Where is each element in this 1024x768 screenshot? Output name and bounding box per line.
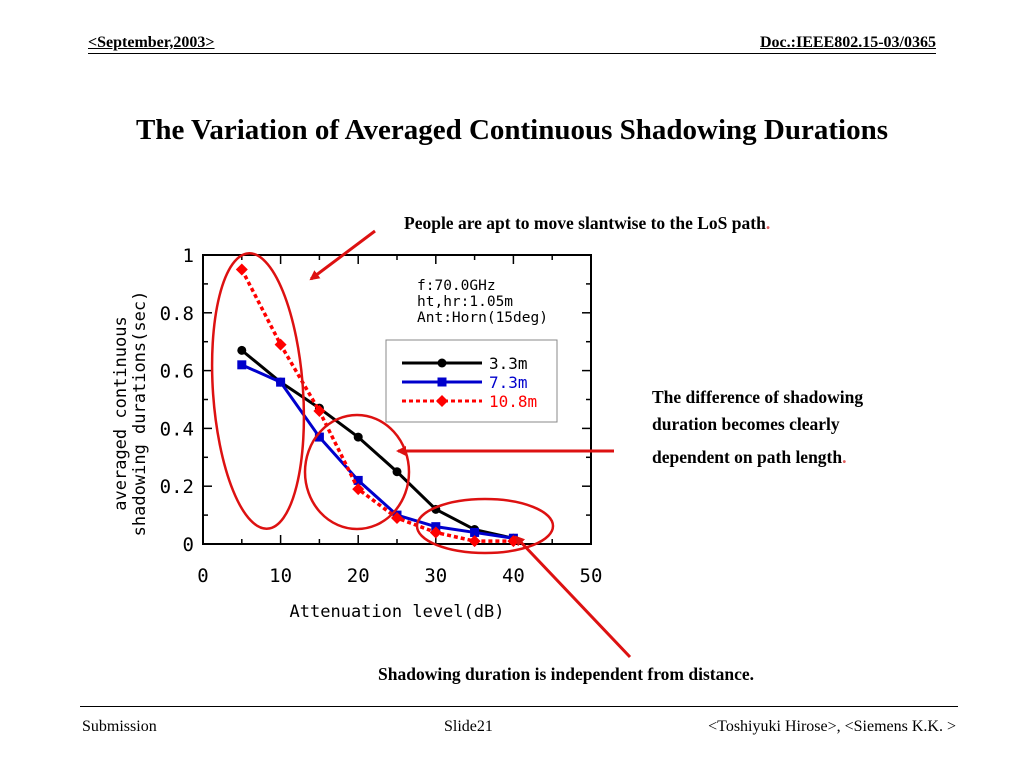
series-line	[240, 268, 514, 543]
note-slantwise-text: People are apt to move slantwise to the …	[404, 213, 766, 233]
point-marker	[237, 360, 247, 370]
point-marker	[470, 527, 480, 537]
header-rule	[88, 53, 936, 54]
note-difference-line-2: duration becomes clearly	[652, 414, 840, 435]
note-difference-line-3-wrap: dependent on path length.	[652, 444, 952, 471]
note-slantwise-period: .	[765, 213, 771, 233]
x-tick-label: 0	[197, 565, 208, 587]
footer-slide-number: Slide21	[444, 718, 493, 735]
point-marker	[314, 432, 324, 442]
y-axis-label-line-1: averaged continuous	[111, 316, 131, 510]
series-line	[240, 349, 514, 540]
header-date: <September,2003>	[88, 34, 215, 51]
note-difference: The difference of shadowing duration bec…	[652, 384, 952, 471]
ellipse-low-attenuation	[210, 252, 306, 530]
y-tick-label: 0.8	[160, 303, 194, 325]
arrow-independent	[514, 535, 632, 659]
point-marker	[313, 405, 326, 418]
y-axis-label-line-2: shadowing durations(sec)	[130, 291, 150, 537]
x-tick-label: 20	[347, 565, 370, 587]
point-marker	[353, 475, 363, 485]
y-tick-label: 1	[183, 245, 194, 267]
x-tick-label: 50	[580, 565, 603, 587]
y-tick-label: 0.2	[160, 476, 194, 498]
note-difference-line-1: The difference of shadowing	[652, 387, 864, 407]
plot-frame	[202, 254, 592, 545]
footer-author: <Toshiyuki Hirose>, <Siemens K.K. >	[708, 718, 956, 735]
info-line: Ant:Horn(15deg)	[417, 310, 548, 326]
point-marker	[392, 467, 402, 477]
note-difference-line-3: dependent on path length	[652, 447, 843, 468]
tick-labels: 0 10 20 30 40 50 0 0.2 0.4 0.6 0.8 1	[160, 245, 603, 587]
header-doc-id: Doc.:IEEE802.15-03/0365	[760, 34, 936, 51]
point-marker	[436, 395, 448, 407]
legend-label: 7.3m	[489, 373, 528, 392]
point-marker	[468, 535, 481, 548]
x-tick-label: 10	[269, 565, 292, 587]
point-marker	[352, 483, 365, 496]
note-independent: Shadowing duration is independent from d…	[378, 664, 755, 684]
ellipse-high-attenuation	[415, 497, 555, 555]
point-marker	[237, 345, 247, 355]
point-marker	[235, 263, 248, 276]
series-line	[241, 363, 514, 540]
point-marker	[353, 432, 363, 442]
x-tick-label: 40	[502, 565, 525, 587]
arrow-slantwise	[309, 229, 376, 281]
slide-title: The Variation of Averaged Continuous Sha…	[135, 114, 888, 146]
footer-submission: Submission	[82, 718, 157, 735]
info-line: f:70.0GHz	[417, 278, 496, 294]
point-marker	[391, 511, 403, 524]
point-marker	[437, 377, 447, 387]
y-tick-label: 0.4	[160, 418, 194, 440]
note-slantwise: People are apt to move slantwise to the …	[404, 213, 770, 235]
legend-label: 3.3m	[489, 354, 528, 373]
info-line: ht,hr:1.05m	[417, 294, 513, 310]
y-tick-label: 0.6	[160, 361, 194, 383]
legend-label: 10.8m	[489, 392, 537, 411]
point-marker	[274, 338, 287, 351]
x-axis-label: Attenuation level(dB)	[290, 602, 505, 622]
series-lines	[235, 263, 520, 548]
point-marker	[429, 526, 442, 539]
footer-rule	[80, 706, 958, 707]
note-difference-period: .	[842, 447, 847, 468]
point-marker	[276, 377, 286, 387]
y-tick-label: 0	[183, 534, 194, 556]
x-tick-label: 30	[424, 565, 447, 587]
ellipse-mid-attenuation	[303, 413, 411, 531]
annotations	[210, 229, 632, 659]
point-marker	[437, 358, 447, 368]
